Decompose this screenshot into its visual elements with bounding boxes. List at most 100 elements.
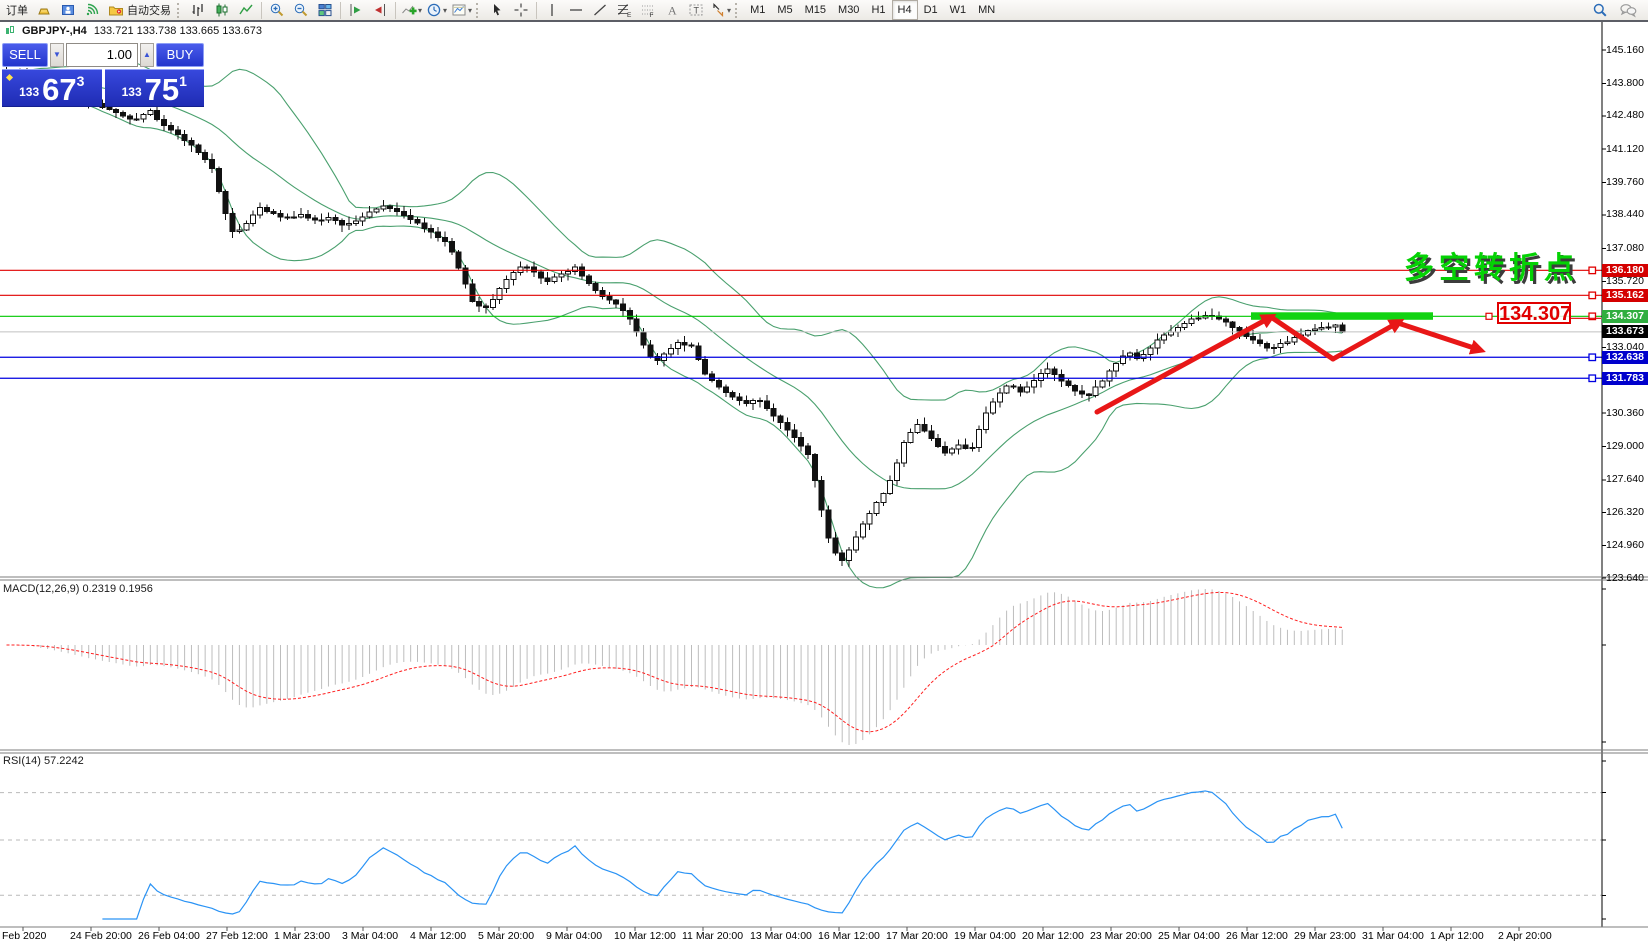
candles-layer <box>3 64 1346 568</box>
timeframe-m15[interactable]: M15 <box>804 4 827 16</box>
candle-body <box>489 298 496 309</box>
candle-body <box>763 400 770 409</box>
candle-body <box>1106 370 1113 382</box>
arrows-icon <box>713 3 724 17</box>
timeframe-h1[interactable]: H1 <box>871 4 886 16</box>
candle-body <box>681 341 688 346</box>
candle-body <box>483 305 489 309</box>
gold-ingot-icon[interactable] <box>32 0 56 20</box>
vertical-line-icon[interactable] <box>540 0 564 20</box>
candle-body <box>928 430 935 440</box>
timeframe-d1[interactable]: D1 <box>923 4 938 16</box>
candle-body <box>894 462 900 481</box>
candle-body <box>565 271 572 275</box>
candle-body <box>839 552 846 561</box>
timeframe-group: M1 M5 M15 M30 H1 H4 D1 W1 MN <box>744 0 1001 20</box>
candle-body <box>325 217 332 221</box>
timeframe-mn[interactable]: MN <box>978 4 996 16</box>
label-icon[interactable]: T <box>684 0 708 20</box>
level-handle <box>1588 266 1597 275</box>
templates-button[interactable]: ▾ <box>449 0 474 20</box>
sell-button[interactable]: SELL <box>2 43 48 67</box>
candle-body <box>825 509 832 539</box>
navigator-icon[interactable] <box>56 0 80 20</box>
text-icon[interactable]: A <box>660 0 684 20</box>
candle-body <box>476 301 483 307</box>
autotrading-button[interactable]: 自动交易 <box>104 0 175 20</box>
candle-body <box>1003 385 1010 394</box>
periods-button[interactable]: ▾ <box>424 0 449 20</box>
chart-shift-icon[interactable] <box>368 0 392 20</box>
volume-input[interactable]: 1.00 <box>66 43 138 67</box>
candle-body <box>236 229 243 232</box>
candle-body <box>1126 352 1133 357</box>
horizontal-line-icon[interactable] <box>564 0 588 20</box>
auto-scroll-icon[interactable] <box>344 0 368 20</box>
buy-quote-panel[interactable]: 133 75 1 <box>104 69 204 107</box>
arrows-shapes-button[interactable]: ▾ <box>708 0 733 20</box>
level-handle <box>1588 374 1597 383</box>
candle-body <box>941 446 948 454</box>
annotation-handle <box>1485 312 1493 320</box>
timeframe-m1[interactable]: M1 <box>750 4 766 16</box>
timeframe-h4[interactable]: H4 <box>891 0 918 20</box>
timeframe-m5[interactable]: M5 <box>777 4 793 16</box>
zoom-out-icon[interactable] <box>289 0 313 20</box>
tick-direction-marker <box>5 73 14 82</box>
trendline-icon[interactable] <box>588 0 612 20</box>
tile-windows-icon[interactable] <box>313 0 337 20</box>
candle-body <box>298 214 305 218</box>
candle-body <box>332 217 339 222</box>
price-annotation-box[interactable]: 134.307 <box>1497 302 1572 325</box>
candle-body <box>421 222 428 230</box>
candle-body <box>907 431 914 444</box>
candle-body <box>1092 386 1099 396</box>
volume-decrease-button[interactable]: ▼ <box>50 43 64 67</box>
sell-quote-panel[interactable]: 133 67 3 <box>2 69 102 107</box>
candle-body <box>380 205 387 210</box>
toolbar-separator <box>476 2 481 18</box>
candle-body <box>1174 326 1181 333</box>
candle-body <box>1031 380 1037 388</box>
cursor-icon[interactable] <box>485 0 509 20</box>
autotrading-label: 自动交易 <box>127 5 171 17</box>
candle-body <box>935 438 942 448</box>
buy-button[interactable]: BUY <box>156 43 204 67</box>
candle-body <box>1291 337 1298 343</box>
candle-body <box>983 412 990 430</box>
new-order-button[interactable]: 订单 <box>2 0 32 20</box>
candle-body <box>1195 317 1202 320</box>
grid-icon[interactable]: F <box>636 0 660 20</box>
line-chart-icon[interactable] <box>234 0 258 20</box>
one-click-trading-panel: SELL ▼ 1.00 ▲ BUY 133 67 3 133 75 1 <box>2 43 204 107</box>
zoom-in-icon[interactable] <box>265 0 289 20</box>
candle-body <box>852 536 859 551</box>
indicators-button[interactable]: ▾ <box>399 0 424 20</box>
candlestick-icon[interactable] <box>210 0 234 20</box>
bar-chart-icon[interactable] <box>186 0 210 20</box>
search-icon[interactable] <box>1588 0 1612 20</box>
candle-body <box>620 303 626 311</box>
level-handle <box>1588 312 1597 321</box>
candle-body <box>578 266 585 277</box>
chart-icon <box>6 26 14 34</box>
candle-body <box>496 287 503 300</box>
candle-body <box>1037 373 1044 382</box>
crosshair-icon[interactable] <box>509 0 533 20</box>
timeframe-w1[interactable]: W1 <box>949 4 967 16</box>
candle-body <box>1181 322 1188 328</box>
candle-body <box>1257 339 1264 344</box>
candle-body <box>969 446 976 450</box>
ask-prefix: 133 <box>121 85 142 99</box>
fibonacci-icon[interactable]: E <box>612 0 636 20</box>
chat-icon[interactable] <box>1616 0 1640 20</box>
candle-body <box>503 278 510 289</box>
ask-big-digits: 75 <box>144 71 180 107</box>
timeframe-m30[interactable]: M30 <box>838 4 860 16</box>
toolbar-separator <box>395 1 396 19</box>
candle-body <box>215 168 222 193</box>
volume-increase-button[interactable]: ▲ <box>140 43 154 67</box>
candle-body <box>688 344 695 347</box>
signals-icon[interactable] <box>80 0 104 20</box>
